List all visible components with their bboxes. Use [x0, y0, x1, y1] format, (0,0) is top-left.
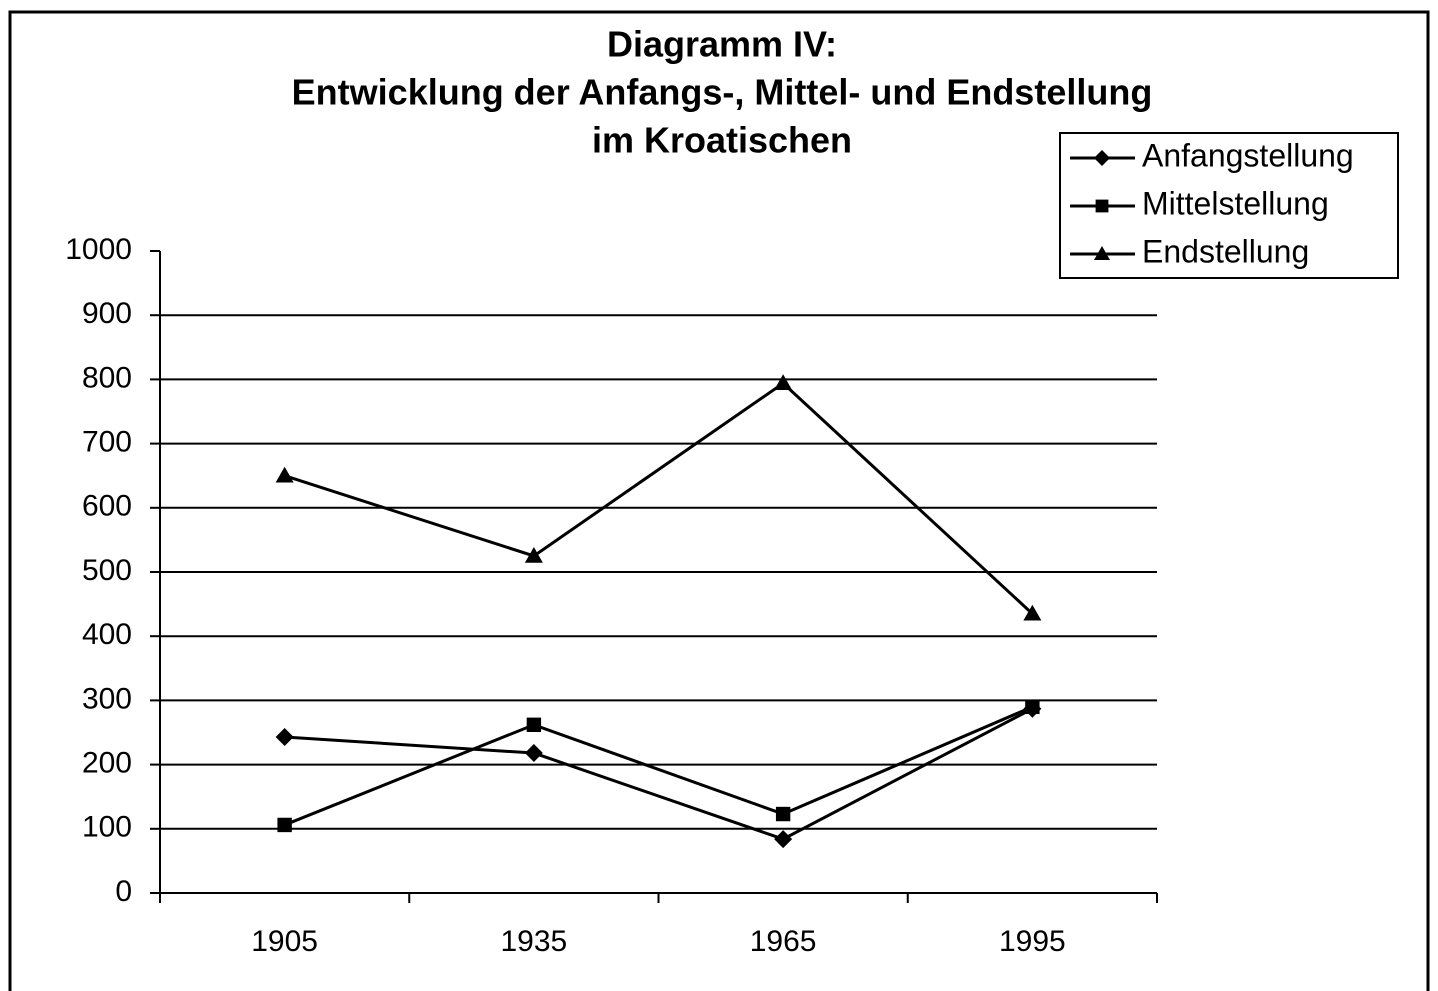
y-tick-label: 300: [82, 682, 132, 715]
legend-label: Mittelstellung: [1142, 185, 1329, 221]
marker: [275, 466, 294, 483]
marker: [774, 374, 793, 391]
y-tick-label: 200: [82, 747, 132, 780]
marker: [1095, 199, 1109, 213]
series-line: [284, 705, 1033, 827]
marker: [277, 817, 292, 833]
marker: [524, 546, 543, 563]
marker: [774, 830, 793, 849]
marker: [275, 727, 294, 746]
chart-title: Entwicklung der Anfangs-, Mittel- und En…: [292, 72, 1153, 113]
marker: [1023, 604, 1042, 621]
x-tick-label: 1905: [251, 925, 318, 958]
y-tick-label: 900: [82, 297, 132, 330]
marker: [1025, 699, 1040, 715]
series-line: [284, 381, 1034, 615]
marker: [524, 744, 543, 763]
y-tick-label: 500: [82, 554, 132, 587]
y-tick-label: 0: [115, 875, 132, 908]
marker: [526, 717, 542, 732]
legend-label: Endstellung: [1142, 233, 1309, 269]
y-tick-label: 800: [82, 361, 132, 394]
legend-label: Anfangstellung: [1142, 137, 1354, 173]
y-tick-label: 400: [82, 618, 132, 651]
x-tick-label: 1935: [501, 925, 568, 958]
y-tick-label: 1000: [65, 233, 132, 266]
chart-title: Diagramm IV:: [607, 24, 837, 65]
chart-title: im Kroatischen: [592, 120, 852, 161]
y-tick-label: 100: [82, 811, 132, 844]
series-line: [284, 707, 1034, 841]
marker: [1094, 150, 1110, 166]
y-tick-label: 600: [82, 490, 132, 523]
x-tick-label: 1995: [999, 925, 1066, 958]
marker: [775, 806, 791, 822]
marker: [1094, 246, 1110, 260]
y-tick-label: 700: [82, 426, 132, 459]
x-tick-label: 1965: [750, 925, 817, 958]
chart-frame: [8, 10, 1430, 991]
